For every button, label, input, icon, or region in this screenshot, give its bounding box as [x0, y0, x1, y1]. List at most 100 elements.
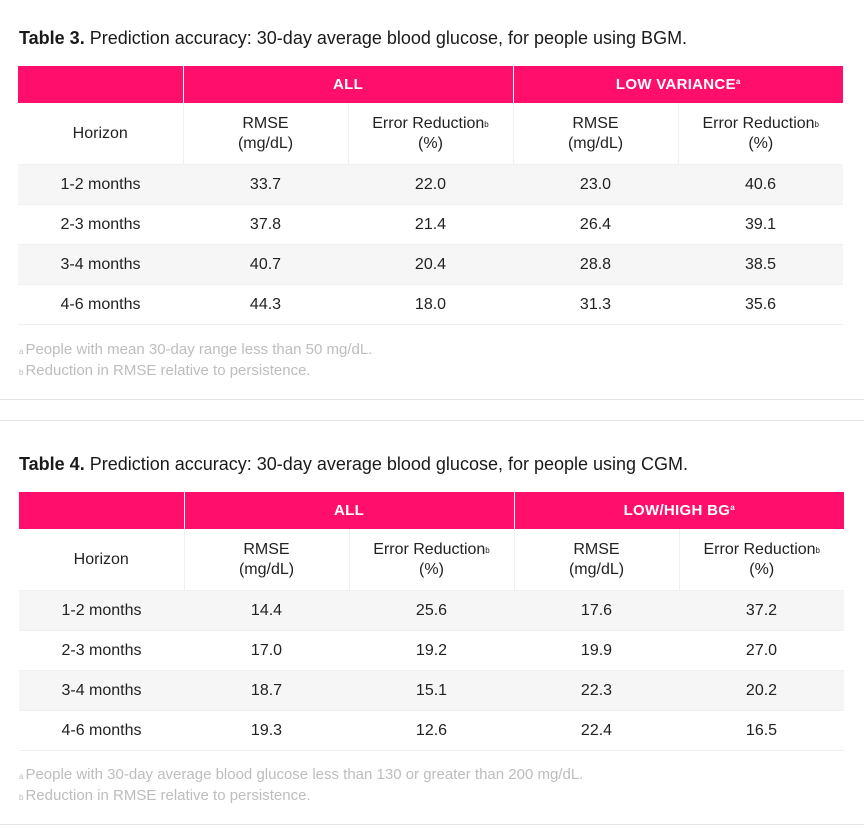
cell-rmse-sub: 31.3 [513, 284, 678, 325]
table-row: 4-6 months 19.3 12.6 22.4 16.5 [19, 710, 844, 751]
footnote-mark-a: a [19, 772, 24, 781]
cell-horizon: 2-3 months [19, 630, 184, 671]
table3-col-err-sub: Error Reductionb (%) [677, 103, 844, 165]
cell-rmse-all: 19.3 [184, 710, 349, 751]
table3-footnote-b: b Reduction in RMSE relative to persisten… [19, 360, 372, 381]
cell-err-sub: 40.6 [678, 164, 844, 205]
cell-err-sub: 37.2 [679, 590, 844, 631]
cell-err-all: 15.1 [349, 670, 514, 711]
table4: ALL LOW/HIGH BGa Horizon RMSE (mg/dL) Err… [19, 492, 844, 751]
table3-footnotes: a People with mean 30-day range less than… [19, 339, 372, 381]
cell-horizon: 4-6 months [18, 284, 183, 325]
table4-col-err-sub: Error Reductionb (%) [678, 529, 844, 591]
table3-col-rmse-all: RMSE (mg/dL) [182, 103, 348, 165]
table3-group-header: ALL LOW VARIANCEa [18, 66, 844, 103]
table4-caption: Table 4. Prediction accuracy: 30-day ave… [19, 454, 688, 475]
footnote-mark-b: b [814, 119, 819, 129]
cell-rmse-all: 17.0 [184, 630, 349, 671]
col-err-unit: (%) [419, 560, 444, 578]
table4-group-second: LOW/HIGH BGa [513, 492, 844, 529]
cell-err-all: 21.4 [348, 204, 513, 245]
table4-col-horizon: Horizon [19, 529, 184, 591]
cell-horizon: 1-2 months [18, 164, 183, 205]
table4-group-blank [19, 492, 184, 529]
table3-caption-text: Prediction accuracy: 30-day average bloo… [89, 28, 688, 48]
footnote-mark-b: b [484, 119, 489, 129]
cell-err-all: 22.0 [348, 164, 513, 205]
cell-err-all: 18.0 [348, 284, 513, 325]
section-divider [0, 824, 864, 825]
table-row: 3-4 months 40.7 20.4 28.8 38.5 [18, 244, 844, 285]
table4-col-rmse-all: RMSE (mg/dL) [183, 529, 349, 591]
col-rmse-label: RMSE [573, 540, 620, 558]
section-divider [0, 420, 864, 421]
col-err-label: Error Reduction [703, 540, 816, 558]
cell-rmse-sub: 23.0 [513, 164, 678, 205]
col-rmse-unit: (mg/dL) [237, 134, 294, 152]
table4-footnotes: a People with 30-day average blood glucos… [19, 764, 583, 806]
table4-col-rmse-sub: RMSE (mg/dL) [513, 529, 679, 591]
cell-rmse-sub: 22.4 [514, 710, 679, 751]
table-row: 2-3 months 37.8 21.4 26.4 39.1 [18, 204, 844, 245]
footnote-mark-a: a [19, 347, 24, 356]
cell-rmse-all: 14.4 [184, 590, 349, 631]
table4-footnote-mark-a: a [730, 503, 735, 512]
table3-footnote-mark-a: a [735, 77, 741, 86]
footnote-mark-b: b [815, 545, 820, 555]
cell-rmse-all: 18.7 [184, 670, 349, 711]
table3-group-blank [18, 66, 183, 103]
cell-rmse-all: 40.7 [183, 244, 348, 285]
cell-err-all: 25.6 [349, 590, 514, 631]
cell-err-sub: 38.5 [678, 244, 844, 285]
table3-group-all-label: ALL [332, 76, 364, 93]
table3-footnote-a: a People with mean 30-day range less than… [19, 339, 372, 360]
table3-caption-label: Table 3. [19, 28, 85, 48]
col-err-label: Error Reduction [702, 114, 815, 132]
cell-rmse-all: 33.7 [183, 164, 348, 205]
cell-rmse-sub: 26.4 [513, 204, 678, 245]
col-rmse-unit: (mg/dL) [238, 560, 295, 578]
cell-err-all: 19.2 [349, 630, 514, 671]
col-err-unit: (%) [749, 560, 775, 578]
table4-group-second-label: LOW/HIGH BG [623, 502, 731, 519]
cell-err-all: 12.6 [349, 710, 514, 751]
col-err-unit: (%) [418, 134, 443, 152]
col-err-label: Error Reduction [372, 114, 485, 132]
col-rmse-label: RMSE [243, 540, 290, 558]
table3-group-second-label: LOW VARIANCE [615, 76, 736, 93]
cell-rmse-sub: 22.3 [514, 670, 679, 711]
table3-col-err-all: Error Reductionb (%) [347, 103, 513, 165]
table3-group-all: ALL [182, 66, 513, 103]
cell-horizon: 3-4 months [18, 244, 183, 285]
cell-rmse-sub: 17.6 [514, 590, 679, 631]
table-row: 4-6 months 44.3 18.0 31.3 35.6 [18, 284, 844, 325]
cell-err-sub: 27.0 [679, 630, 844, 671]
footnote-a-text: People with mean 30-day range less than … [25, 341, 373, 358]
footnote-mark-b: b [485, 545, 490, 555]
footnote-mark-b: b [19, 793, 24, 802]
cell-err-all: 20.4 [348, 244, 513, 285]
footnote-b-text: Reduction in RMSE relative to persistenc… [25, 787, 311, 804]
table4-caption-text: Prediction accuracy: 30-day average bloo… [89, 454, 689, 474]
section-divider [0, 399, 864, 400]
cell-horizon: 3-4 months [19, 670, 184, 711]
table3-column-header: Horizon RMSE (mg/dL) Error Reductionb (%) … [18, 103, 844, 165]
cell-err-sub: 35.6 [678, 284, 844, 325]
cell-horizon: 1-2 months [19, 590, 184, 631]
table3-caption: Table 3. Prediction accuracy: 30-day ave… [19, 28, 687, 49]
table4-footnote-b: b Reduction in RMSE relative to persisten… [19, 785, 583, 806]
col-rmse-label: RMSE [242, 114, 289, 132]
table4-column-header: Horizon RMSE (mg/dL) Error Reductionb (%) … [19, 529, 844, 591]
footnote-mark-b: b [19, 368, 24, 377]
footnote-b-text: Reduction in RMSE relative to persistenc… [25, 362, 311, 379]
table3-col-horizon: Horizon [18, 103, 183, 165]
table4-caption-label: Table 4. [19, 454, 85, 474]
cell-err-sub: 20.2 [679, 670, 844, 711]
cell-rmse-all: 37.8 [183, 204, 348, 245]
cell-horizon: 2-3 months [18, 204, 183, 245]
cell-rmse-all: 44.3 [183, 284, 348, 325]
table4-group-all-label: ALL [333, 502, 365, 519]
table3: ALL LOW VARIANCEa Horizon RMSE (mg/dL) Er… [18, 66, 844, 325]
table4-col-err-all: Error Reductionb (%) [348, 529, 514, 591]
table-row: 1-2 months 14.4 25.6 17.6 37.2 [19, 590, 844, 631]
